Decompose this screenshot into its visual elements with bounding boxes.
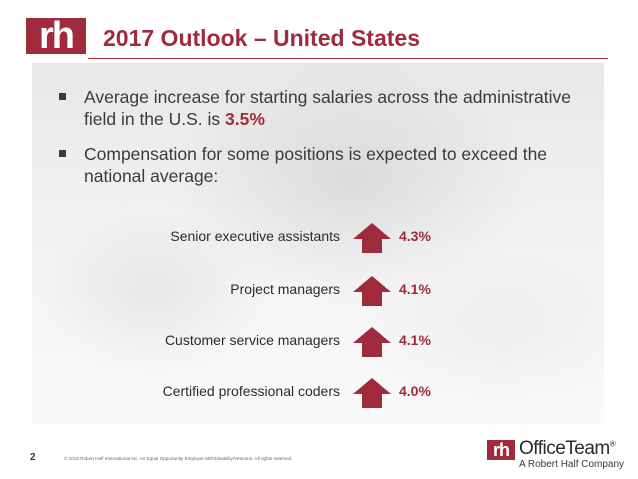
stat-row: Project managers 4.1% [60,275,460,307]
stat-value: 4.3% [399,228,431,244]
rh-logo: rh [26,17,86,55]
brand-tagline: A Robert Half Company [519,459,625,470]
square-bullet-icon [59,93,66,100]
stat-label: Project managers [230,281,340,297]
officeteam-logo: rh OfficeTeam® A Robert Half Company [487,438,627,472]
stat-label: Senior executive assistants [170,228,340,244]
bullet-list: Average increase for starting salaries a… [57,86,577,200]
stat-label: Customer service managers [164,332,340,348]
slide-title: 2017 Outlook – United States [103,25,420,51]
stat-row: Certified professional coders 4.0% [60,377,460,409]
title-divider [88,58,608,59]
background-photo [32,63,604,425]
page-number: 2 [30,452,36,463]
up-arrow-icon [353,327,391,357]
up-arrow-icon [353,378,391,408]
brand-mark: rh [487,440,515,460]
stat-row: Customer service managers 4.1% [60,326,460,358]
highlight-value: 3.5% [225,109,265,129]
square-bullet-icon [59,150,66,157]
legal-notice: © 2016 Robert Half International Inc. An… [64,456,293,461]
bullet-text: Average increase for starting salaries a… [84,87,571,129]
brand-name-text: OfficeTeam [519,438,610,459]
stat-label: Certified professional coders [162,383,340,399]
stat-row: Senior executive assistants 4.3% [60,222,460,254]
bullet-item: Average increase for starting salaries a… [57,86,577,130]
stat-value: 4.1% [399,332,431,348]
registered-mark: ® [609,439,616,449]
bullet-text: Compensation for some positions is expec… [84,144,548,186]
brand-name: OfficeTeam® [519,438,616,460]
stat-value: 4.0% [399,383,431,399]
bullet-item: Compensation for some positions is expec… [57,143,577,187]
up-arrow-icon [353,276,391,306]
up-arrow-icon [353,223,391,253]
photo-overlay [32,63,604,425]
stat-value: 4.1% [399,281,431,297]
